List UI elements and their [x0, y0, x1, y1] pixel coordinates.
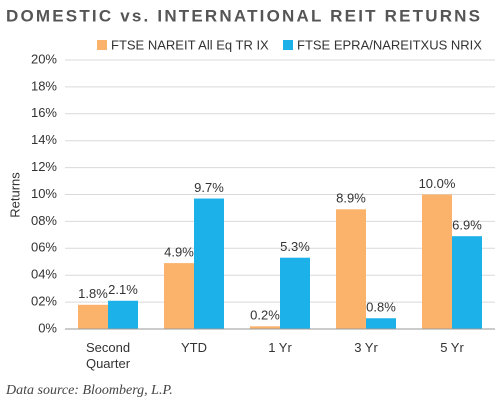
- bar: [366, 318, 396, 329]
- legend-swatch: [283, 40, 293, 50]
- bar: [336, 209, 366, 329]
- data-label: 9.7%: [194, 180, 224, 195]
- y-tick-label: 04%: [31, 267, 57, 282]
- y-tick-label: 18%: [31, 78, 57, 93]
- x-tick-label: YTD: [181, 340, 207, 355]
- legend-label: FTSE EPRA/NAREITXUS NRIX: [297, 37, 482, 52]
- data-label: 4.9%: [164, 245, 194, 260]
- x-tick-label: Second Quarter: [85, 340, 131, 371]
- data-label: 2.1%: [108, 282, 138, 297]
- chart-title: DOMESTIC vs. INTERNATIONAL REIT RETURNS: [6, 6, 482, 25]
- y-tick-label: 06%: [31, 240, 57, 255]
- legend-swatch: [97, 40, 107, 50]
- bar: [164, 263, 194, 329]
- y-tick-label: 0%: [38, 320, 57, 335]
- data-label: 5.3%: [280, 239, 310, 254]
- y-tick-label: 08%: [31, 213, 57, 228]
- data-label: 10.0%: [419, 176, 456, 191]
- x-tick-label: 3 Yr: [354, 340, 378, 355]
- y-axis-label: Returns: [7, 172, 22, 218]
- y-tick-label: 20%: [31, 51, 57, 66]
- bar: [78, 304, 108, 329]
- data-label: 6.9%: [452, 218, 482, 233]
- bar: [194, 198, 224, 329]
- bar: [250, 326, 280, 329]
- y-tick-label: 10%: [31, 186, 57, 201]
- y-tick-label: 12%: [31, 159, 57, 174]
- legend-label: FTSE NAREIT All Eq TR IX: [111, 37, 269, 52]
- data-label: 8.9%: [336, 191, 366, 206]
- data-label: 0.8%: [366, 300, 396, 315]
- bar: [452, 236, 482, 329]
- source-note: Data source: Bloomberg, L.P.: [6, 383, 173, 398]
- y-tick-label: 16%: [31, 105, 57, 120]
- data-label: 0.2%: [250, 308, 280, 323]
- data-label: 1.8%: [78, 286, 108, 301]
- x-tick-label: 1 Yr: [268, 340, 292, 355]
- x-tick-label: 5 Yr: [440, 340, 464, 355]
- bar: [422, 194, 452, 329]
- bar: [280, 257, 310, 329]
- y-tick-label: 14%: [31, 132, 57, 147]
- bar: [108, 300, 138, 329]
- y-tick-label: 02%: [31, 294, 57, 309]
